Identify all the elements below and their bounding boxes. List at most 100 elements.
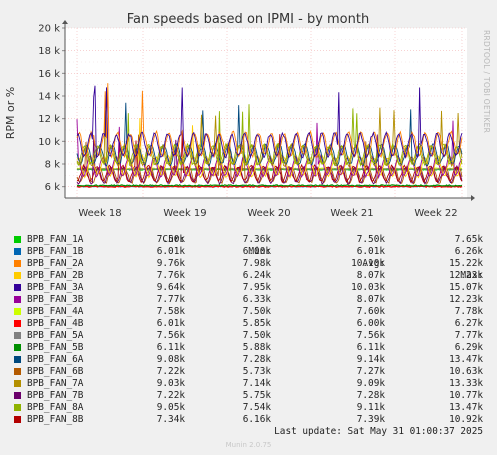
legend-max: 13.33k [449,378,483,389]
legend-cur: 7.34k [156,414,185,425]
legend-avg: 7.56k [356,330,385,341]
legend-row: BPB_FAN_1B 6.01k 6.00k 6.01k 6.26k [0,246,497,258]
series-line-bpb_fan_6b [76,134,463,185]
y-axis-arrow [62,20,68,24]
legend-series-name: BPB_FAN_7A [27,378,84,389]
legend-row: BPB_FAN_7A 9.03k 7.14k 9.09k 13.33k [0,378,497,390]
legend-min: 6.00k [242,246,271,257]
legend-cur: 6.01k [156,246,185,257]
legend-cur: 9.76k [156,258,185,269]
legend-series-name: BPB_FAN_1B [27,246,84,257]
legend-row: BPB_FAN_4B 6.01k 5.85k 6.00k 6.27k [0,318,497,330]
legend-cur: 7.22k [156,390,185,401]
legend-max: 7.78k [454,306,483,317]
chart-title: Fan speeds based on IPMI - by month [127,12,369,27]
legend-swatch [14,272,21,279]
legend-row: BPB_FAN_4A 7.58k 7.50k 7.60k 7.78k [0,306,497,318]
legend-max: 15.22k [449,258,483,269]
legend-swatch [14,356,21,363]
legend-min: 6.16k [242,414,271,425]
legend-max: 12.23k [449,294,483,305]
series-line-bpb_fan_3b [76,119,463,180]
legend-header-cur: Cur: [162,234,185,245]
legend-avg: 10.03k [351,282,385,293]
legend-max: 6.29k [454,342,483,353]
legend-series-name: BPB_FAN_4A [27,306,84,317]
legend-swatch [14,344,21,351]
legend-row: BPB_FAN_2A 9.76k 7.98k 10.10k 15.22k [0,258,497,270]
legend-row: BPB_FAN_6B 7.22k 5.73k 7.27k 10.63k [0,366,497,378]
legend-series-name: BPB_FAN_6B [27,366,84,377]
legend-swatch [14,284,21,291]
legend-min: 5.85k [242,318,271,329]
munin-version: Munin 2.0.75 [225,441,272,449]
y-tick-label: 6 k [45,182,61,193]
legend-min: 7.50k [242,306,271,317]
legend-series-name: BPB_FAN_6A [27,354,84,365]
legend-max: 13.47k [449,354,483,365]
legend-cur: 9.08k [156,354,185,365]
legend-cur: 7.56k [156,330,185,341]
legend-min: 7.14k [242,378,271,389]
x-tick-label: Week 19 [163,208,206,219]
legend-cur: 9.05k [156,402,185,413]
legend-row: BPB_FAN_2B 7.76k 6.24k 8.07k 12.23k [0,270,497,282]
legend-avg: 6.11k [356,342,385,353]
legend-avg: 7.50k [356,234,385,245]
y-tick-label: 20 k [38,24,60,35]
legend-swatch [14,296,21,303]
x-tick-label: Week 22 [414,208,457,219]
legend-max: 6.26k [454,246,483,257]
legend-max: 12.23k [449,270,483,281]
y-tick-label: 16 k [38,69,60,80]
legend-max: 10.77k [449,390,483,401]
legend-row: BPB_FAN_8A 9.05k 7.54k 9.11k 13.47k [0,402,497,414]
legend-swatch [14,416,21,423]
x-tick-label: Week 20 [247,208,290,219]
legend-avg: 6.00k [356,318,385,329]
legend-series-name: BPB_FAN_8A [27,402,84,413]
legend-series-name: BPB_FAN_3B [27,294,84,305]
legend-series-name: BPB_FAN_8B [27,414,84,425]
series-line-bpb_fan_5a [76,167,462,171]
legend-cur: 6.11k [156,342,185,353]
legend-row: BPB_FAN_5A 7.56k 7.50k 7.56k 7.77k [0,330,497,342]
legend-max: 15.07k [449,282,483,293]
legend-max: 10.63k [449,366,483,377]
legend-avg: 9.11k [356,402,385,413]
legend-series-name: BPB_FAN_7B [27,390,84,401]
legend-series-name: BPB_FAN_4B [27,318,84,329]
legend-header-avg: Avg: [362,258,385,269]
legend-min: 6.33k [242,294,271,305]
y-tick-label: 18 k [38,46,60,57]
series-line-bpb_fan_8b [76,132,463,184]
legend-swatch [14,332,21,339]
legend-swatch [14,308,21,315]
y-tick-label: 8 k [45,160,61,171]
legend-swatch [14,380,21,387]
series-line-bpb_fan_6a [76,102,463,167]
legend-min: 7.95k [242,282,271,293]
legend-cur: 7.76k [156,270,185,281]
series-line-bpb_fan_2a [76,83,463,159]
legend-swatch [14,236,21,243]
legend-header-min: Min: [248,246,271,257]
legend-swatch [14,248,21,255]
legend-row: BPB_FAN_7B 7.22k 5.75k 7.28k 10.77k [0,390,497,402]
legend-cur: 7.58k [156,306,185,317]
legend-min: 7.50k [242,330,271,341]
legend-max: 7.65k [454,234,483,245]
legend-avg: 9.14k [356,354,385,365]
series-line-bpb_fan_8a [76,104,463,167]
legend-series-name: BPB_FAN_5A [27,330,84,341]
legend-header-row: Cur: Min: Avg: Max: [0,222,497,281]
legend-min: 7.54k [242,402,271,413]
legend-avg: 8.07k [356,294,385,305]
legend-min: 5.73k [242,366,271,377]
legend-avg: 7.60k [356,306,385,317]
last-update: Last update: Sat May 31 01:00:37 2025 [274,426,483,437]
legend-avg: 10.10k [351,258,385,269]
legend-avg: 9.09k [356,378,385,389]
y-tick-label: 12 k [38,114,60,125]
